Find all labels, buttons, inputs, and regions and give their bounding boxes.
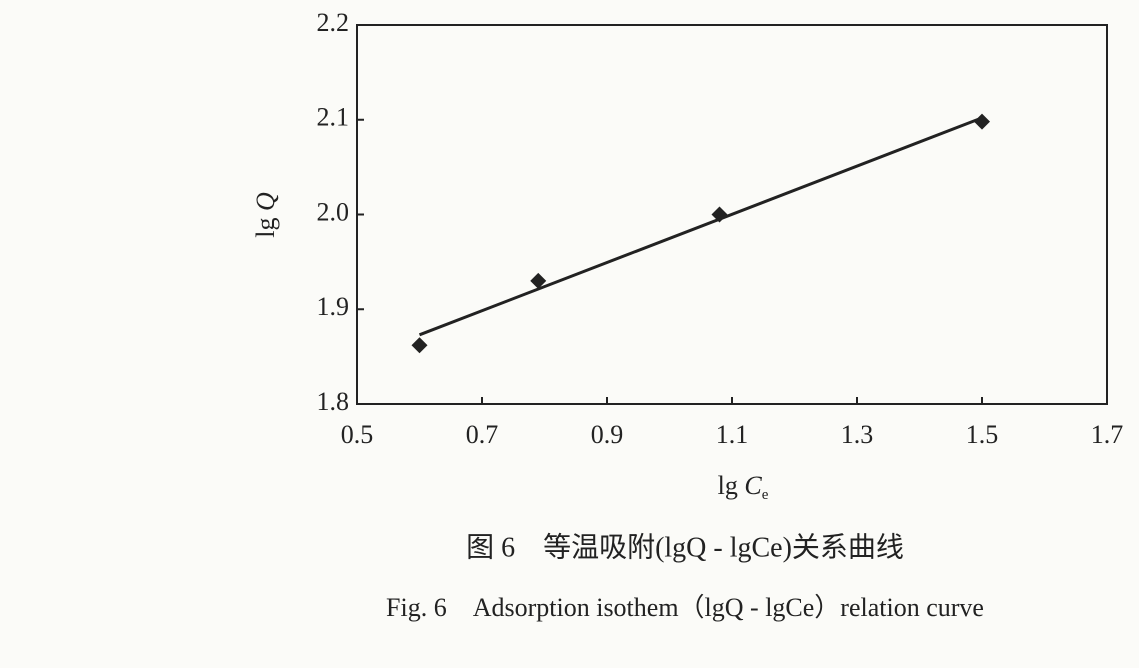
y-tick-label: 2.1 (317, 103, 350, 132)
x-tick-label: 1.7 (1091, 420, 1124, 449)
y-tick-label: 2.2 (317, 8, 350, 37)
x-tick-label: 0.7 (466, 420, 499, 449)
caption-en: Fig. 6 Adsorption isothem（lgQ - lgCe）rel… (386, 593, 984, 622)
y-tick-label: 1.8 (317, 387, 350, 416)
x-tick-label: 0.5 (341, 420, 374, 449)
data-point (530, 272, 547, 289)
caption-cn: 图 6 等温吸附(lgQ - lgCe)关系曲线 (466, 531, 904, 563)
data-point (974, 113, 990, 130)
x-tick-label: 0.9 (591, 420, 624, 449)
y-axis-label: lg Q (251, 192, 280, 238)
y-tick-label: 1.9 (317, 292, 350, 321)
fit-line (418, 116, 983, 337)
x-tick-label: 1.1 (716, 420, 749, 449)
x-tick-label: 1.5 (966, 420, 999, 449)
x-axis-label: lg Ce (718, 471, 769, 503)
y-tick-label: 2.0 (317, 197, 350, 226)
data-point (711, 206, 728, 223)
data-point (411, 337, 428, 354)
x-tick-label: 1.3 (841, 420, 874, 449)
